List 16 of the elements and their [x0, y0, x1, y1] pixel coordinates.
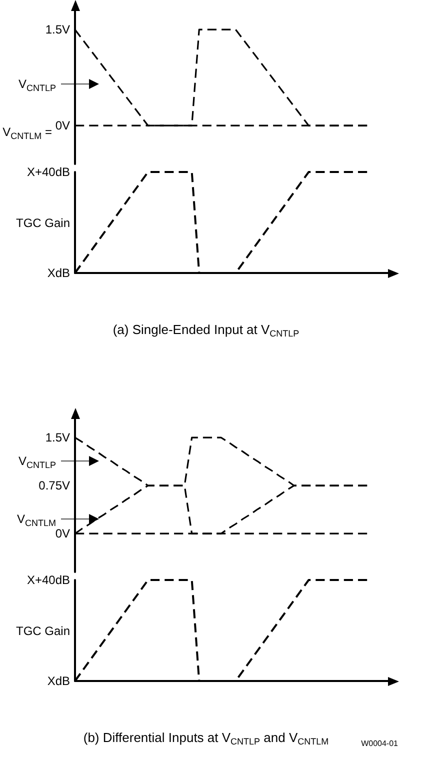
text: W0004-01	[361, 738, 398, 750]
y-tick-label: 0V	[55, 526, 70, 541]
y-axis-title: TGC Gain	[16, 216, 70, 230]
text: X+40dB	[26, 573, 70, 587]
y-tick-label: 0.75V	[38, 478, 70, 493]
text: XdB	[47, 266, 70, 280]
text: XdB	[47, 674, 70, 688]
text: X+40dB	[26, 165, 70, 179]
text: V$_{CNTLM}$	[16, 512, 56, 528]
y-axis-title: TGC Gain	[16, 624, 70, 638]
y-tick-label: 1.5V	[45, 22, 70, 37]
text: V$_{CNTLP}$	[18, 454, 56, 470]
text: V$_{CNTLP}$	[18, 77, 56, 93]
y-tick-label: 1.5V	[45, 430, 70, 445]
text: V$_{CNTLM}$ =	[2, 125, 52, 141]
y-tick-label: 0V	[55, 118, 70, 133]
